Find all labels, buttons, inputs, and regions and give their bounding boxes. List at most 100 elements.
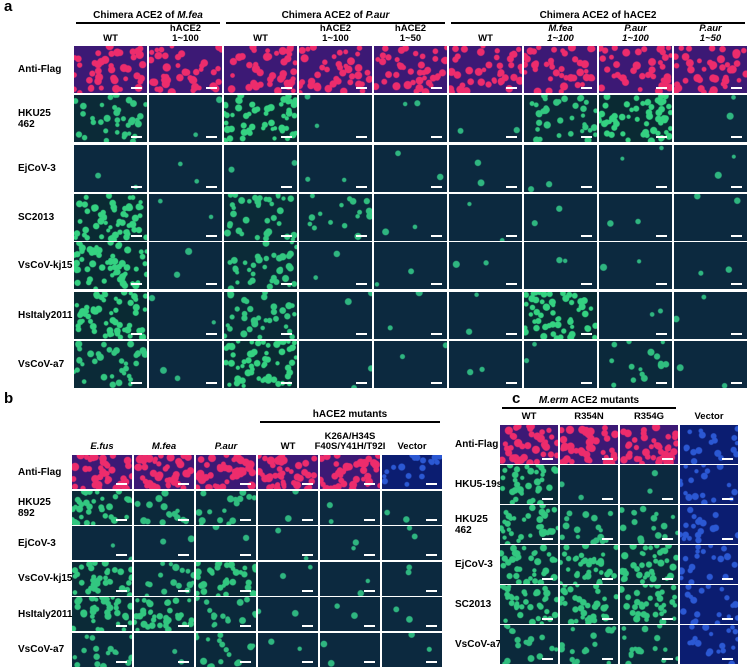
panel-a-image-tile	[374, 194, 447, 241]
scale-bar	[506, 333, 517, 335]
row-label-line: 462	[455, 524, 472, 536]
group-text-italic: M.fea	[177, 10, 203, 21]
row-label-line: HKU25	[455, 513, 488, 525]
panel-a-image-tile	[74, 145, 147, 192]
panel-c-image-tile	[500, 625, 558, 664]
panel-b-image-tile	[382, 526, 442, 560]
panel-b-row-label: VsCoV-a7	[18, 644, 64, 655]
scale-bar	[178, 625, 189, 627]
scale-bar	[116, 554, 127, 556]
row-label-line: HsItaly2011	[18, 310, 73, 321]
panel-a-image-tile	[599, 46, 672, 93]
scale-bar	[131, 87, 142, 89]
panel-b-row-label: HsItaly2011	[18, 609, 73, 620]
scale-bar	[656, 333, 667, 335]
scale-bar	[656, 186, 667, 188]
scale-bar	[281, 283, 292, 285]
scale-bar	[602, 578, 613, 580]
row-label-line: VsCoV-kj15	[18, 260, 73, 271]
group-text: ACE2 mutants	[568, 395, 640, 406]
panel-b-image-tile	[134, 597, 194, 631]
panel-c-row-label: Anti-Flag	[455, 439, 498, 450]
scale-bar	[581, 283, 592, 285]
scale-bar	[662, 658, 673, 660]
panel-b-image-tile	[134, 455, 194, 489]
scale-bar	[178, 660, 189, 663]
column-label-line: 1~50	[699, 33, 722, 44]
scale-bar	[131, 235, 142, 237]
scale-bar	[206, 283, 217, 285]
scale-bar	[431, 87, 442, 89]
scale-bar	[356, 136, 367, 138]
scale-bar	[364, 625, 375, 627]
scale-bar	[722, 618, 733, 620]
panel-a-image-tile	[224, 95, 297, 142]
row-label-line: Anti-Flag	[18, 64, 62, 75]
scale-bar	[731, 283, 742, 285]
panel-a-image-tile	[524, 194, 597, 241]
panel-a-image-tile	[299, 194, 372, 241]
scale-bar	[542, 538, 553, 540]
panel-b-image-tile	[320, 455, 380, 489]
panel-c-group-label: M.erm ACE2 mutants	[500, 395, 678, 406]
scale-bar	[602, 498, 613, 500]
scale-bar	[506, 235, 517, 237]
scale-bar	[356, 283, 367, 285]
scale-bar	[506, 382, 517, 384]
panel-a-image-tile	[449, 46, 522, 93]
panel-a-row-label: HsItaly2011	[18, 310, 73, 321]
scale-bar	[542, 578, 553, 580]
panel-a-image-tile	[74, 194, 147, 241]
scale-bar	[431, 283, 442, 285]
scale-bar	[581, 333, 592, 335]
panel-a-image-tile	[524, 46, 597, 93]
scale-bar	[731, 333, 742, 335]
scale-bar	[281, 382, 292, 384]
scale-bar	[131, 333, 142, 335]
panel-a-image-tile	[374, 95, 447, 142]
scale-bar	[656, 136, 667, 138]
scale-bar	[602, 458, 613, 460]
column-label-line: E.fus	[90, 441, 114, 452]
panel-b-image-tile	[134, 490, 194, 525]
row-label-line: 462	[18, 118, 35, 130]
panel-b-image-tile	[382, 455, 442, 489]
scale-bar	[431, 333, 442, 335]
scale-bar	[206, 186, 217, 188]
scale-bar	[656, 283, 667, 285]
scale-bar	[662, 538, 673, 540]
panel-b-image-tile	[320, 597, 380, 631]
panel-a-group-label: Chimera ACE2 of hACE2	[449, 10, 747, 21]
scale-bar	[722, 658, 733, 660]
scale-bar	[206, 87, 217, 89]
panel-a-column-label: hACE2 1~50	[371, 24, 451, 44]
group-text: Chimera ACE2 of	[281, 10, 366, 21]
panel-a-image-tile	[524, 145, 597, 192]
group-underline	[226, 22, 445, 24]
panel-b-image-tile	[134, 561, 194, 596]
panel-a-image-tile	[299, 242, 372, 289]
panel-b-image-tile	[258, 597, 318, 631]
panel-a-image-tile	[224, 46, 297, 93]
panel-b-image-tile	[196, 490, 256, 525]
scale-bar	[302, 660, 313, 663]
scale-bar	[581, 186, 592, 188]
panel-a-column-label: M.fea 1~100	[521, 24, 601, 44]
panel-a-image-tile	[149, 242, 222, 289]
scale-bar	[206, 333, 217, 335]
scale-bar	[116, 660, 127, 663]
panel-b-image-tile	[72, 490, 132, 525]
column-label-line: P.aur	[214, 441, 238, 452]
scale-bar	[731, 382, 742, 384]
scale-bar	[542, 498, 553, 500]
scale-bar	[178, 483, 189, 485]
scale-bar	[662, 498, 673, 500]
row-label-line: VsCoV-a7	[455, 639, 502, 650]
scale-bar	[581, 235, 592, 237]
panel-a-image-tile	[299, 292, 372, 339]
scale-bar	[364, 589, 375, 592]
scale-bar	[431, 382, 442, 384]
panel-a-image-tile	[524, 95, 597, 142]
panel-a-image-tile	[674, 95, 747, 142]
panel-b-image-tile	[320, 561, 380, 596]
